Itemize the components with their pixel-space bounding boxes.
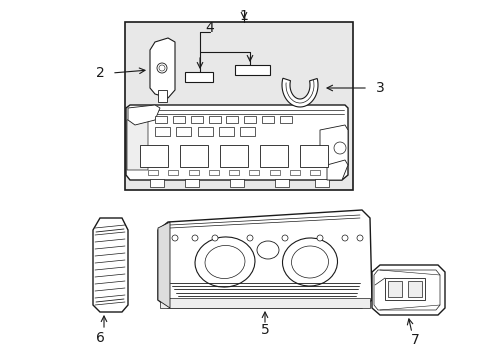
Bar: [249, 170, 259, 175]
Circle shape: [172, 235, 178, 241]
Circle shape: [157, 63, 167, 73]
Polygon shape: [158, 210, 371, 308]
Polygon shape: [274, 179, 288, 187]
Polygon shape: [282, 78, 317, 107]
Polygon shape: [319, 125, 347, 170]
Ellipse shape: [204, 246, 244, 279]
Bar: [244, 116, 256, 123]
Bar: [289, 170, 299, 175]
Text: 4: 4: [205, 21, 214, 35]
Bar: [148, 170, 158, 175]
Bar: [176, 127, 191, 136]
Polygon shape: [150, 179, 163, 187]
Polygon shape: [128, 105, 160, 125]
Bar: [155, 127, 170, 136]
Bar: [168, 170, 178, 175]
Bar: [140, 145, 168, 167]
Bar: [309, 170, 319, 175]
Polygon shape: [314, 179, 328, 187]
Polygon shape: [184, 72, 213, 82]
Polygon shape: [126, 105, 347, 180]
Polygon shape: [326, 160, 347, 180]
Ellipse shape: [282, 238, 337, 286]
Text: 3: 3: [375, 81, 384, 95]
Circle shape: [246, 235, 252, 241]
Bar: [220, 145, 247, 167]
Ellipse shape: [257, 241, 279, 259]
Ellipse shape: [291, 246, 328, 278]
Polygon shape: [371, 265, 444, 315]
Bar: [180, 145, 207, 167]
Bar: [155, 116, 167, 123]
Polygon shape: [158, 90, 167, 102]
Bar: [240, 127, 254, 136]
Circle shape: [192, 235, 198, 241]
Bar: [260, 145, 287, 167]
Bar: [188, 170, 198, 175]
Circle shape: [356, 235, 362, 241]
Polygon shape: [229, 179, 244, 187]
Polygon shape: [373, 270, 439, 310]
Ellipse shape: [195, 237, 254, 287]
Polygon shape: [184, 179, 199, 187]
Polygon shape: [127, 115, 148, 170]
Bar: [299, 145, 327, 167]
Polygon shape: [150, 38, 175, 98]
Text: 5: 5: [260, 323, 269, 337]
Bar: [387, 281, 401, 297]
Bar: [172, 116, 184, 123]
Bar: [197, 127, 212, 136]
Text: 6: 6: [95, 331, 104, 345]
Bar: [262, 116, 274, 123]
Circle shape: [316, 235, 323, 241]
Polygon shape: [93, 218, 128, 312]
Bar: [228, 170, 239, 175]
Text: 7: 7: [410, 333, 419, 347]
Bar: [208, 170, 218, 175]
Text: 2: 2: [96, 66, 104, 80]
Circle shape: [212, 235, 218, 241]
Bar: [190, 116, 203, 123]
Circle shape: [333, 142, 346, 154]
Bar: [269, 170, 279, 175]
Bar: [125, 22, 352, 190]
Circle shape: [282, 235, 287, 241]
Polygon shape: [158, 222, 170, 308]
Bar: [226, 116, 238, 123]
Text: 1: 1: [239, 9, 248, 23]
Circle shape: [341, 235, 347, 241]
Polygon shape: [160, 298, 369, 308]
Bar: [218, 127, 233, 136]
Bar: [208, 116, 220, 123]
Bar: [407, 281, 421, 297]
Circle shape: [159, 65, 164, 71]
Polygon shape: [235, 65, 269, 75]
Bar: [280, 116, 291, 123]
Bar: [384, 278, 424, 300]
